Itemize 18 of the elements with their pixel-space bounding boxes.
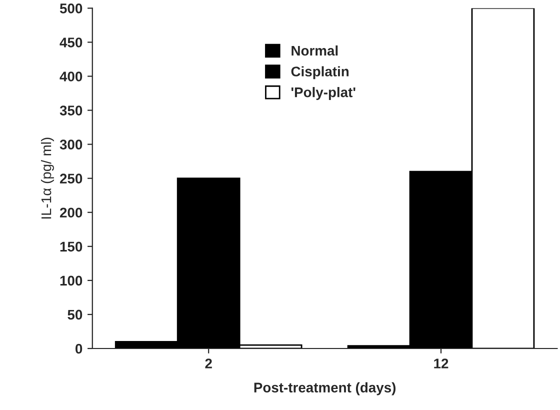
x-tick-label: 12: [434, 358, 448, 368]
x-tick-label: 2: [205, 358, 212, 368]
y-tick-label: 50: [68, 310, 82, 320]
y-tick-label: 500: [60, 4, 82, 14]
y-axis-title: IL-1α (pg/ ml): [41, 138, 54, 219]
x-axis-title: Post-treatment (days): [254, 382, 396, 396]
y-tick-label: 100: [60, 276, 82, 286]
y-tick-label: 250: [60, 174, 82, 184]
y-tick-label: 150: [60, 242, 82, 252]
y-tick-label: 400: [60, 72, 82, 82]
y-tick-label: 350: [60, 106, 82, 116]
y-tick-label: 200: [60, 208, 82, 218]
legend-label: 'Poly-plat': [291, 87, 356, 100]
y-tick-label: 0: [76, 344, 82, 354]
legend-label: Normal: [292, 45, 338, 56]
y-tick-label: 300: [60, 140, 82, 150]
legend-label: Cisplatin: [291, 66, 349, 80]
y-tick-label: 450: [60, 38, 82, 48]
